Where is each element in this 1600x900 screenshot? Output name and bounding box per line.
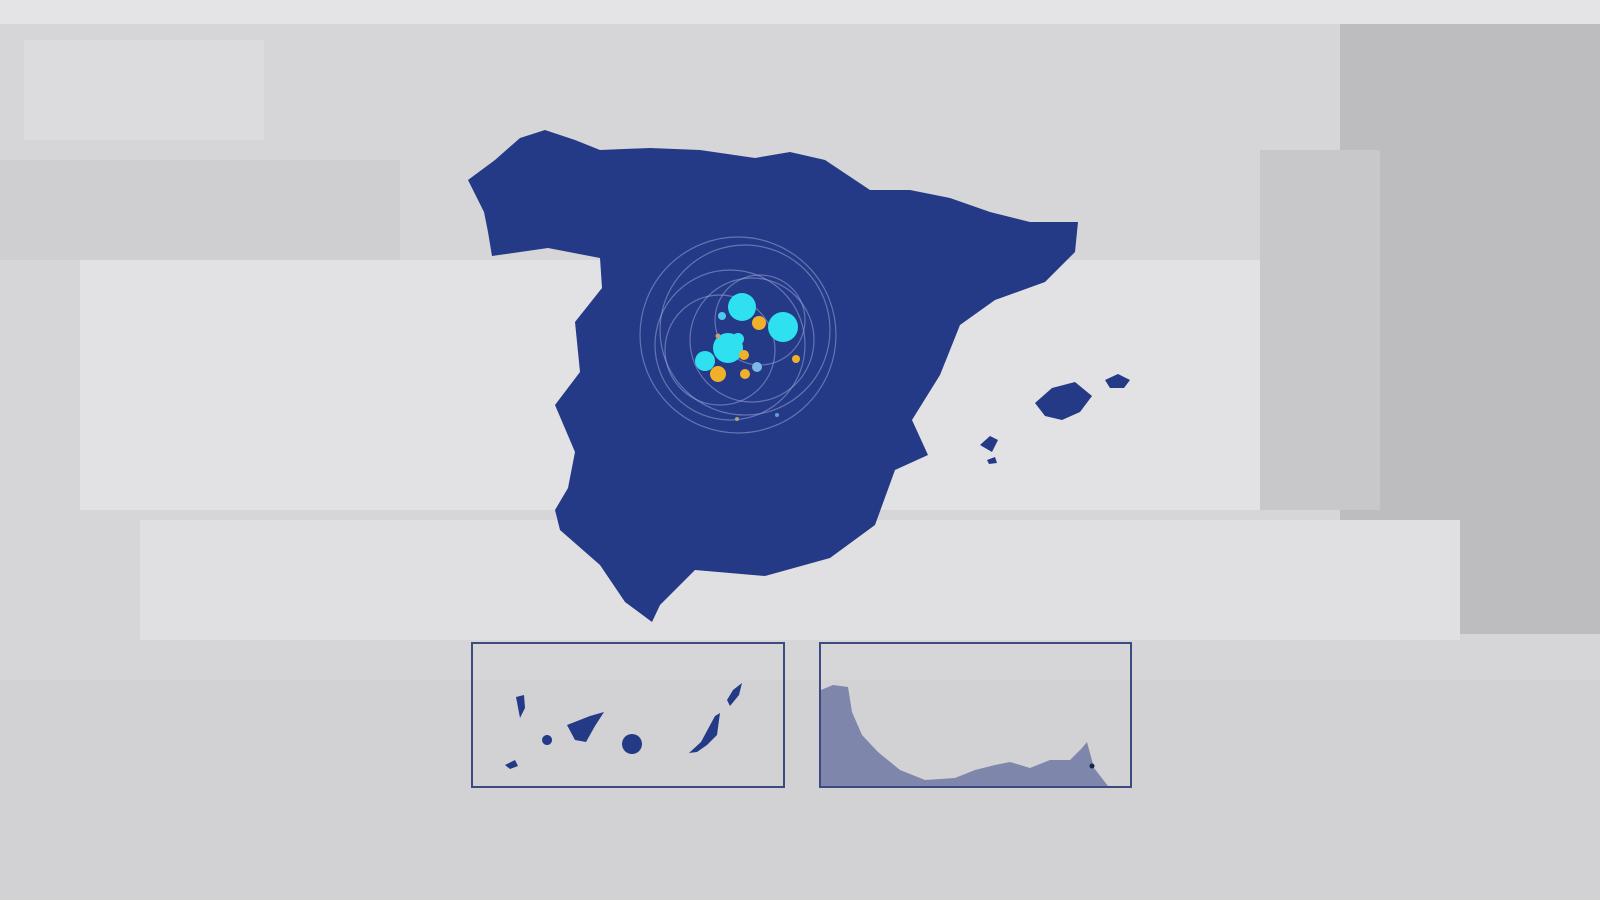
bubble-cyan: [695, 351, 715, 371]
location-marker: [1089, 763, 1095, 769]
bubble-lightblue: [752, 362, 762, 372]
formentera: [987, 457, 997, 464]
bubble-cyan: [768, 312, 798, 342]
orbit-rings: [639, 236, 837, 434]
el-hierro: [505, 760, 518, 769]
menorca: [1105, 374, 1130, 388]
lanzarote: [727, 683, 742, 706]
orbit-ring: [639, 236, 837, 434]
tenerife: [567, 712, 604, 742]
bubble-orange-small: [715, 333, 721, 339]
bubble-cyan: [728, 293, 756, 321]
peninsula-landmass: [468, 130, 1078, 622]
bg-panel-bottom2: [0, 680, 1600, 900]
canary-islands: [505, 683, 742, 769]
canary-islands-inset: [471, 642, 785, 788]
gran-canaria: [622, 734, 642, 754]
bubble-orange: [792, 355, 800, 363]
la-gomera: [542, 735, 553, 745]
bg-panel-left: [24, 40, 264, 140]
ibiza: [980, 436, 998, 452]
bubble-cyan: [732, 333, 744, 345]
orbit-ring: [664, 294, 776, 406]
bg-panel-right2: [1260, 150, 1380, 510]
bg-panel-top: [0, 0, 1600, 24]
orbit-ring: [654, 269, 806, 421]
coastline-land: [821, 685, 1108, 786]
orbit-ring: [659, 244, 831, 416]
bubble-orange: [739, 350, 749, 360]
bubble-orange: [740, 369, 750, 379]
bubble-orange: [710, 366, 726, 382]
ceuta-melilla-inset: [819, 642, 1132, 788]
bubble-small: [735, 417, 739, 421]
mallorca: [1035, 382, 1092, 420]
bg-panel-left2: [0, 160, 400, 260]
data-bubbles: [695, 293, 800, 421]
bubble-small: [775, 413, 779, 417]
bubble-orange: [752, 316, 766, 330]
bubble-cyan-small: [718, 312, 726, 320]
orbit-ring: [689, 277, 815, 403]
fuerteventura: [689, 713, 720, 753]
la-palma: [516, 695, 525, 718]
